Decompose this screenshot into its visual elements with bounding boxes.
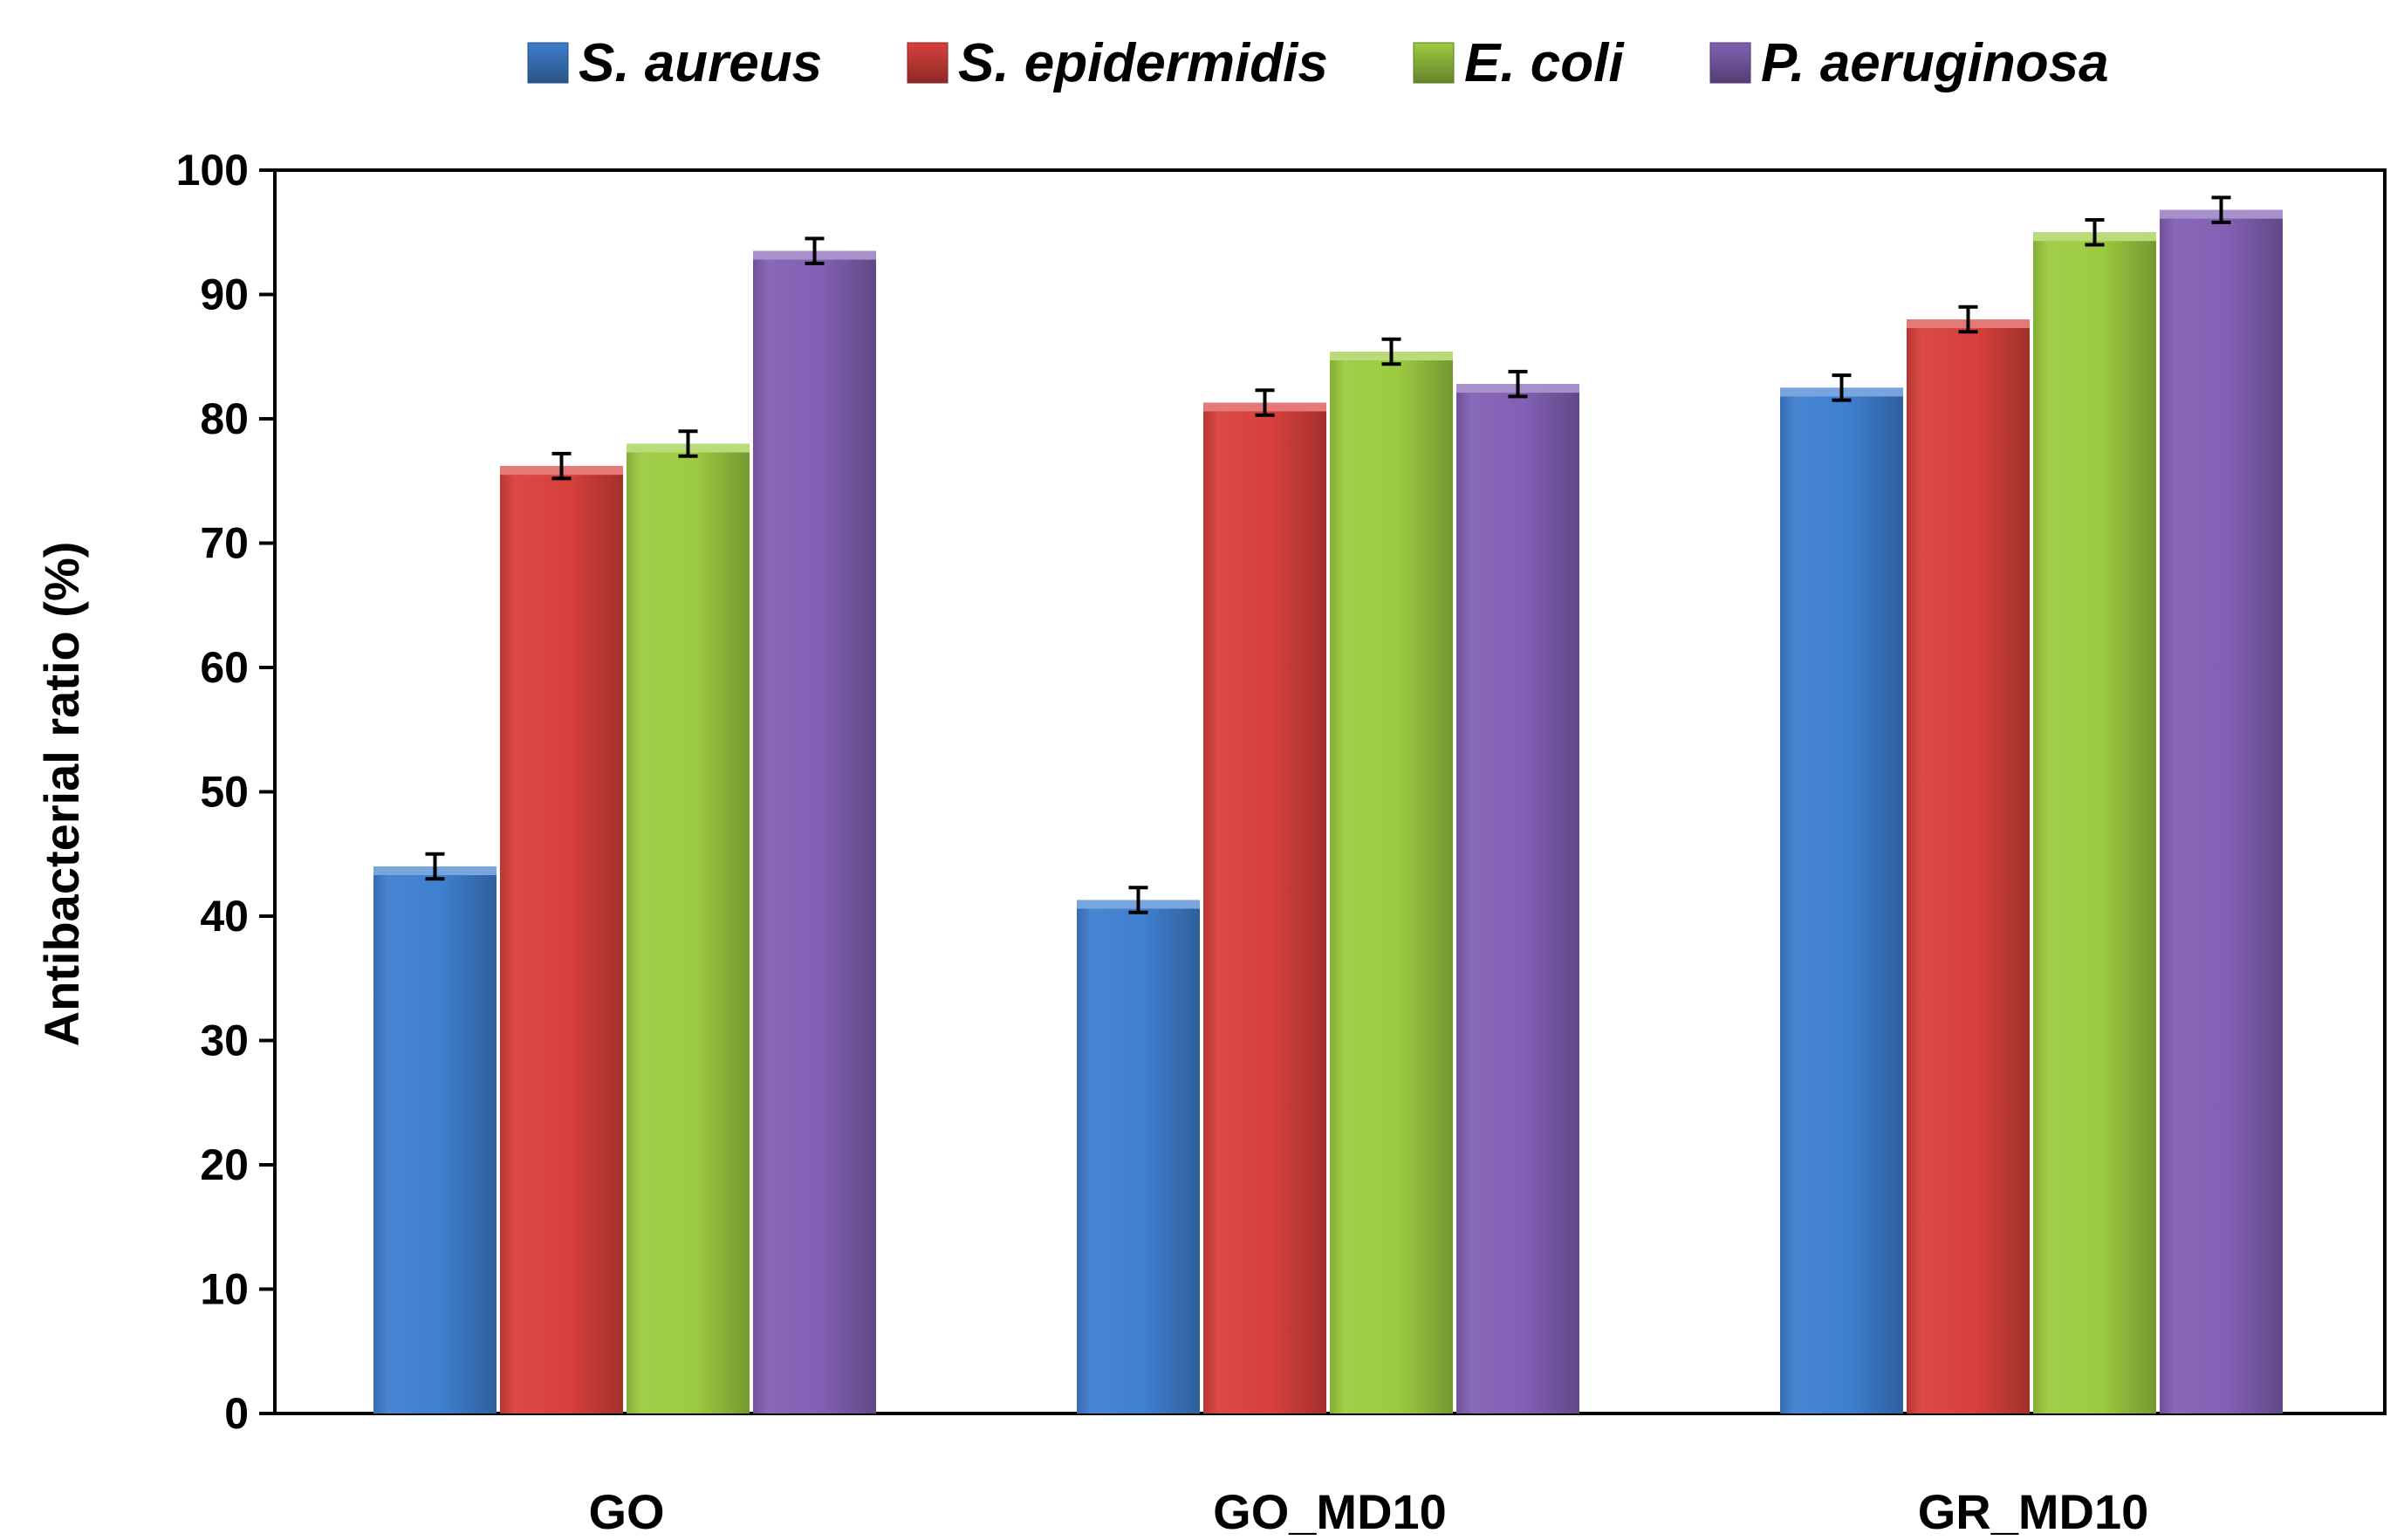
y-tick-label: 40 xyxy=(200,892,249,941)
legend-label: E. coli xyxy=(1464,33,1625,93)
bar xyxy=(753,250,876,1413)
x-tick-label: GO xyxy=(588,1484,664,1539)
y-axis-title: Antibacterial ratio (%) xyxy=(34,542,89,1047)
bar xyxy=(1456,384,1579,1414)
bar xyxy=(2160,209,2283,1414)
x-tick-label: GR_MD10 xyxy=(1918,1484,2149,1539)
legend-label: S. epidermidis xyxy=(958,33,1328,93)
y-tick-label: 50 xyxy=(200,768,249,817)
y-tick-label: 30 xyxy=(200,1016,249,1065)
bar xyxy=(627,443,750,1413)
bar xyxy=(1907,319,2030,1413)
y-tick-label: 80 xyxy=(200,394,249,443)
y-tick-label: 60 xyxy=(200,643,249,692)
y-tick-label: 10 xyxy=(200,1265,249,1314)
legend-swatch xyxy=(1413,42,1455,84)
bar xyxy=(1077,900,1200,1413)
y-tick-label: 70 xyxy=(200,519,249,568)
legend-swatch xyxy=(907,42,949,84)
bar xyxy=(1330,352,1453,1413)
bar xyxy=(500,466,623,1413)
x-tick-label: GO_MD10 xyxy=(1213,1484,1447,1539)
legend-label: P. aeruginosa xyxy=(1761,33,2109,93)
bar xyxy=(1780,387,1903,1413)
legend-swatch xyxy=(1709,42,1751,84)
bar xyxy=(2033,232,2156,1413)
y-tick-label: 100 xyxy=(176,146,249,195)
y-tick-label: 90 xyxy=(200,270,249,319)
y-tick-label: 0 xyxy=(224,1389,249,1438)
legend-label: S. aureus xyxy=(579,33,822,93)
bar xyxy=(1203,402,1326,1414)
y-tick-label: 20 xyxy=(200,1140,249,1189)
legend-swatch xyxy=(527,42,569,84)
bar xyxy=(373,866,497,1413)
